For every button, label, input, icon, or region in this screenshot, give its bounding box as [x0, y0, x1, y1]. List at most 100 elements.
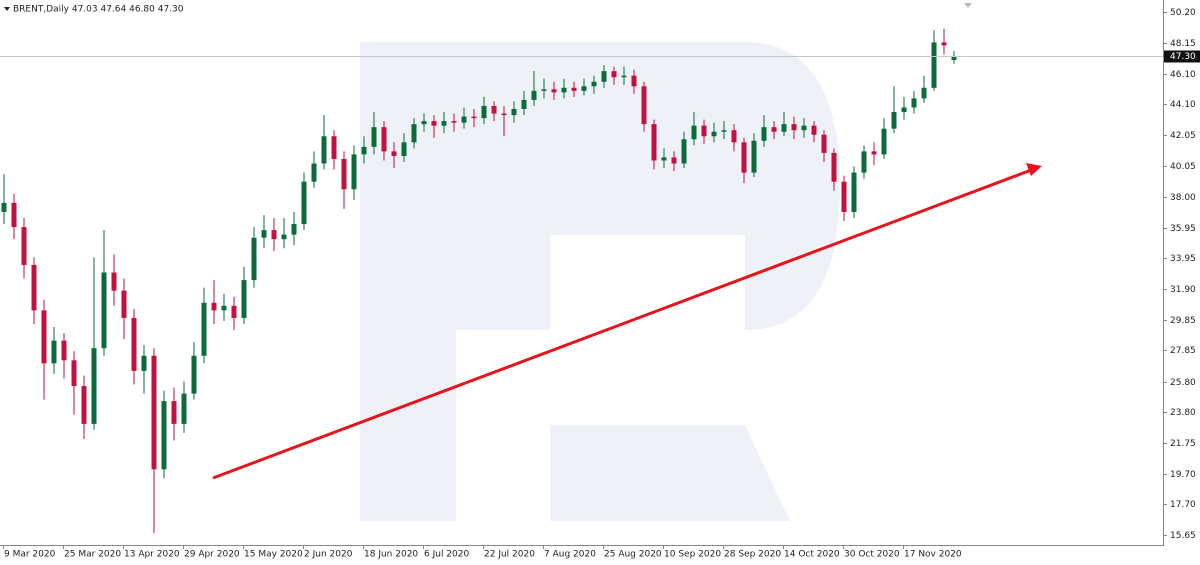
- y-tick-label: 35.95: [1170, 224, 1196, 234]
- y-tick-label: 31.90: [1170, 285, 1196, 295]
- candle-body: [51, 340, 57, 364]
- candle-body: [1, 202, 7, 212]
- candle-body: [151, 355, 157, 470]
- candle-body: [871, 151, 877, 155]
- candle-body: [191, 355, 197, 394]
- candle-body: [851, 172, 857, 212]
- x-tick-label: 10 Sep 2020: [664, 550, 721, 560]
- candle-body: [201, 302, 207, 356]
- candle-body: [301, 181, 307, 225]
- y-tick-label: 40.05: [1170, 162, 1196, 172]
- candle-body: [801, 125, 807, 131]
- last-price-label: 47.30: [1170, 52, 1196, 62]
- candle-body: [781, 124, 787, 132]
- candle-body: [11, 202, 17, 228]
- candle-body: [171, 401, 177, 424]
- candle-body: [711, 131, 717, 137]
- chart-title: BRENT,Daily 47.03 47.64 46.80 47.30: [13, 5, 184, 15]
- x-tick-label: 29 Apr 2020: [184, 550, 240, 560]
- candle-body: [521, 99, 527, 109]
- candle-body: [391, 151, 397, 156]
- candle-body: [471, 116, 477, 119]
- y-tick-label: 42.05: [1170, 131, 1196, 141]
- x-tick-label: 25 Mar 2020: [64, 550, 121, 560]
- y-tick-label: 44.10: [1170, 100, 1196, 110]
- candle-body: [261, 230, 267, 238]
- x-tick-label: 7 Aug 2020: [544, 550, 596, 560]
- trend-arrow: [212, 169, 1031, 480]
- candle-body: [731, 130, 737, 143]
- candle-body: [931, 42, 937, 88]
- candle-body: [361, 146, 367, 155]
- candle-body: [481, 105, 487, 119]
- candle-body: [941, 42, 947, 46]
- candle-body: [911, 98, 917, 108]
- candle-body: [61, 340, 67, 361]
- y-tick-label: 25.80: [1170, 378, 1196, 388]
- y-tick-label: 29.85: [1170, 316, 1196, 326]
- candle-body: [621, 75, 627, 78]
- candle-body: [441, 121, 447, 126]
- y-tick-label: 50.20: [1170, 8, 1196, 18]
- shift-marker: [964, 3, 972, 8]
- y-tick-label: 23.80: [1170, 408, 1196, 418]
- candle-body: [541, 89, 547, 91]
- candle-body: [861, 151, 867, 173]
- candle-body: [331, 136, 337, 159]
- candle-body: [921, 87, 927, 99]
- candle-body: [531, 90, 537, 100]
- x-tick-label: 30 Oct 2020: [844, 550, 900, 560]
- trend-arrow-head: [1026, 163, 1042, 176]
- plot-area: [1, 28, 957, 533]
- candle-body: [371, 127, 377, 147]
- x-tick-label: 18 Jun 2020: [364, 550, 418, 560]
- candle-body: [641, 86, 647, 125]
- candle-body: [311, 163, 317, 182]
- x-tick-label: 28 Sep 2020: [724, 550, 781, 560]
- candle-body: [141, 355, 147, 371]
- y-tick-label: 46.10: [1170, 70, 1196, 80]
- candle-body: [411, 124, 417, 143]
- candle-body: [381, 127, 387, 152]
- x-tick-label: 9 Mar 2020: [4, 550, 56, 560]
- candle-body: [601, 71, 607, 82]
- candle-body: [161, 401, 167, 470]
- watermark-leg: [550, 425, 790, 521]
- candle-body: [811, 125, 817, 135]
- candle-body: [421, 121, 427, 125]
- candle-body: [341, 158, 347, 190]
- candle-body: [491, 105, 497, 114]
- x-tick-label: 22 Jul 2020: [484, 550, 535, 560]
- candle-body: [41, 310, 47, 364]
- candle-body: [221, 305, 227, 311]
- candle-body: [821, 134, 827, 153]
- candle-body: [121, 290, 127, 318]
- candle-body: [321, 136, 327, 164]
- candle-body: [31, 264, 37, 311]
- y-tick-label: 15.65: [1170, 531, 1196, 541]
- candle-body: [951, 56, 957, 61]
- watermark: [360, 42, 840, 521]
- candle-body: [241, 280, 247, 318]
- candle-body: [881, 128, 887, 155]
- y-tick-label: 48.15: [1170, 39, 1196, 49]
- candle-body: [751, 140, 757, 173]
- candle-body: [551, 89, 557, 93]
- x-tick-label: 25 Aug 2020: [604, 550, 662, 560]
- y-tick-label: 19.70: [1170, 470, 1196, 480]
- candle-body: [721, 130, 727, 132]
- x-tick-label: 2 Jun 2020: [304, 550, 353, 560]
- y-tick-label: 21.75: [1170, 439, 1196, 449]
- candle-body: [651, 124, 657, 161]
- y-tick-label: 17.70: [1170, 500, 1196, 510]
- candle-body: [21, 227, 27, 265]
- candle-body: [611, 71, 617, 78]
- x-tick-label: 6 Jul 2020: [424, 550, 469, 560]
- candle-body: [761, 127, 767, 141]
- last-price-tag: [1164, 50, 1200, 63]
- candle-body: [571, 87, 577, 91]
- candle-body: [691, 125, 697, 140]
- candle-body: [591, 81, 597, 87]
- candle-body: [251, 237, 257, 281]
